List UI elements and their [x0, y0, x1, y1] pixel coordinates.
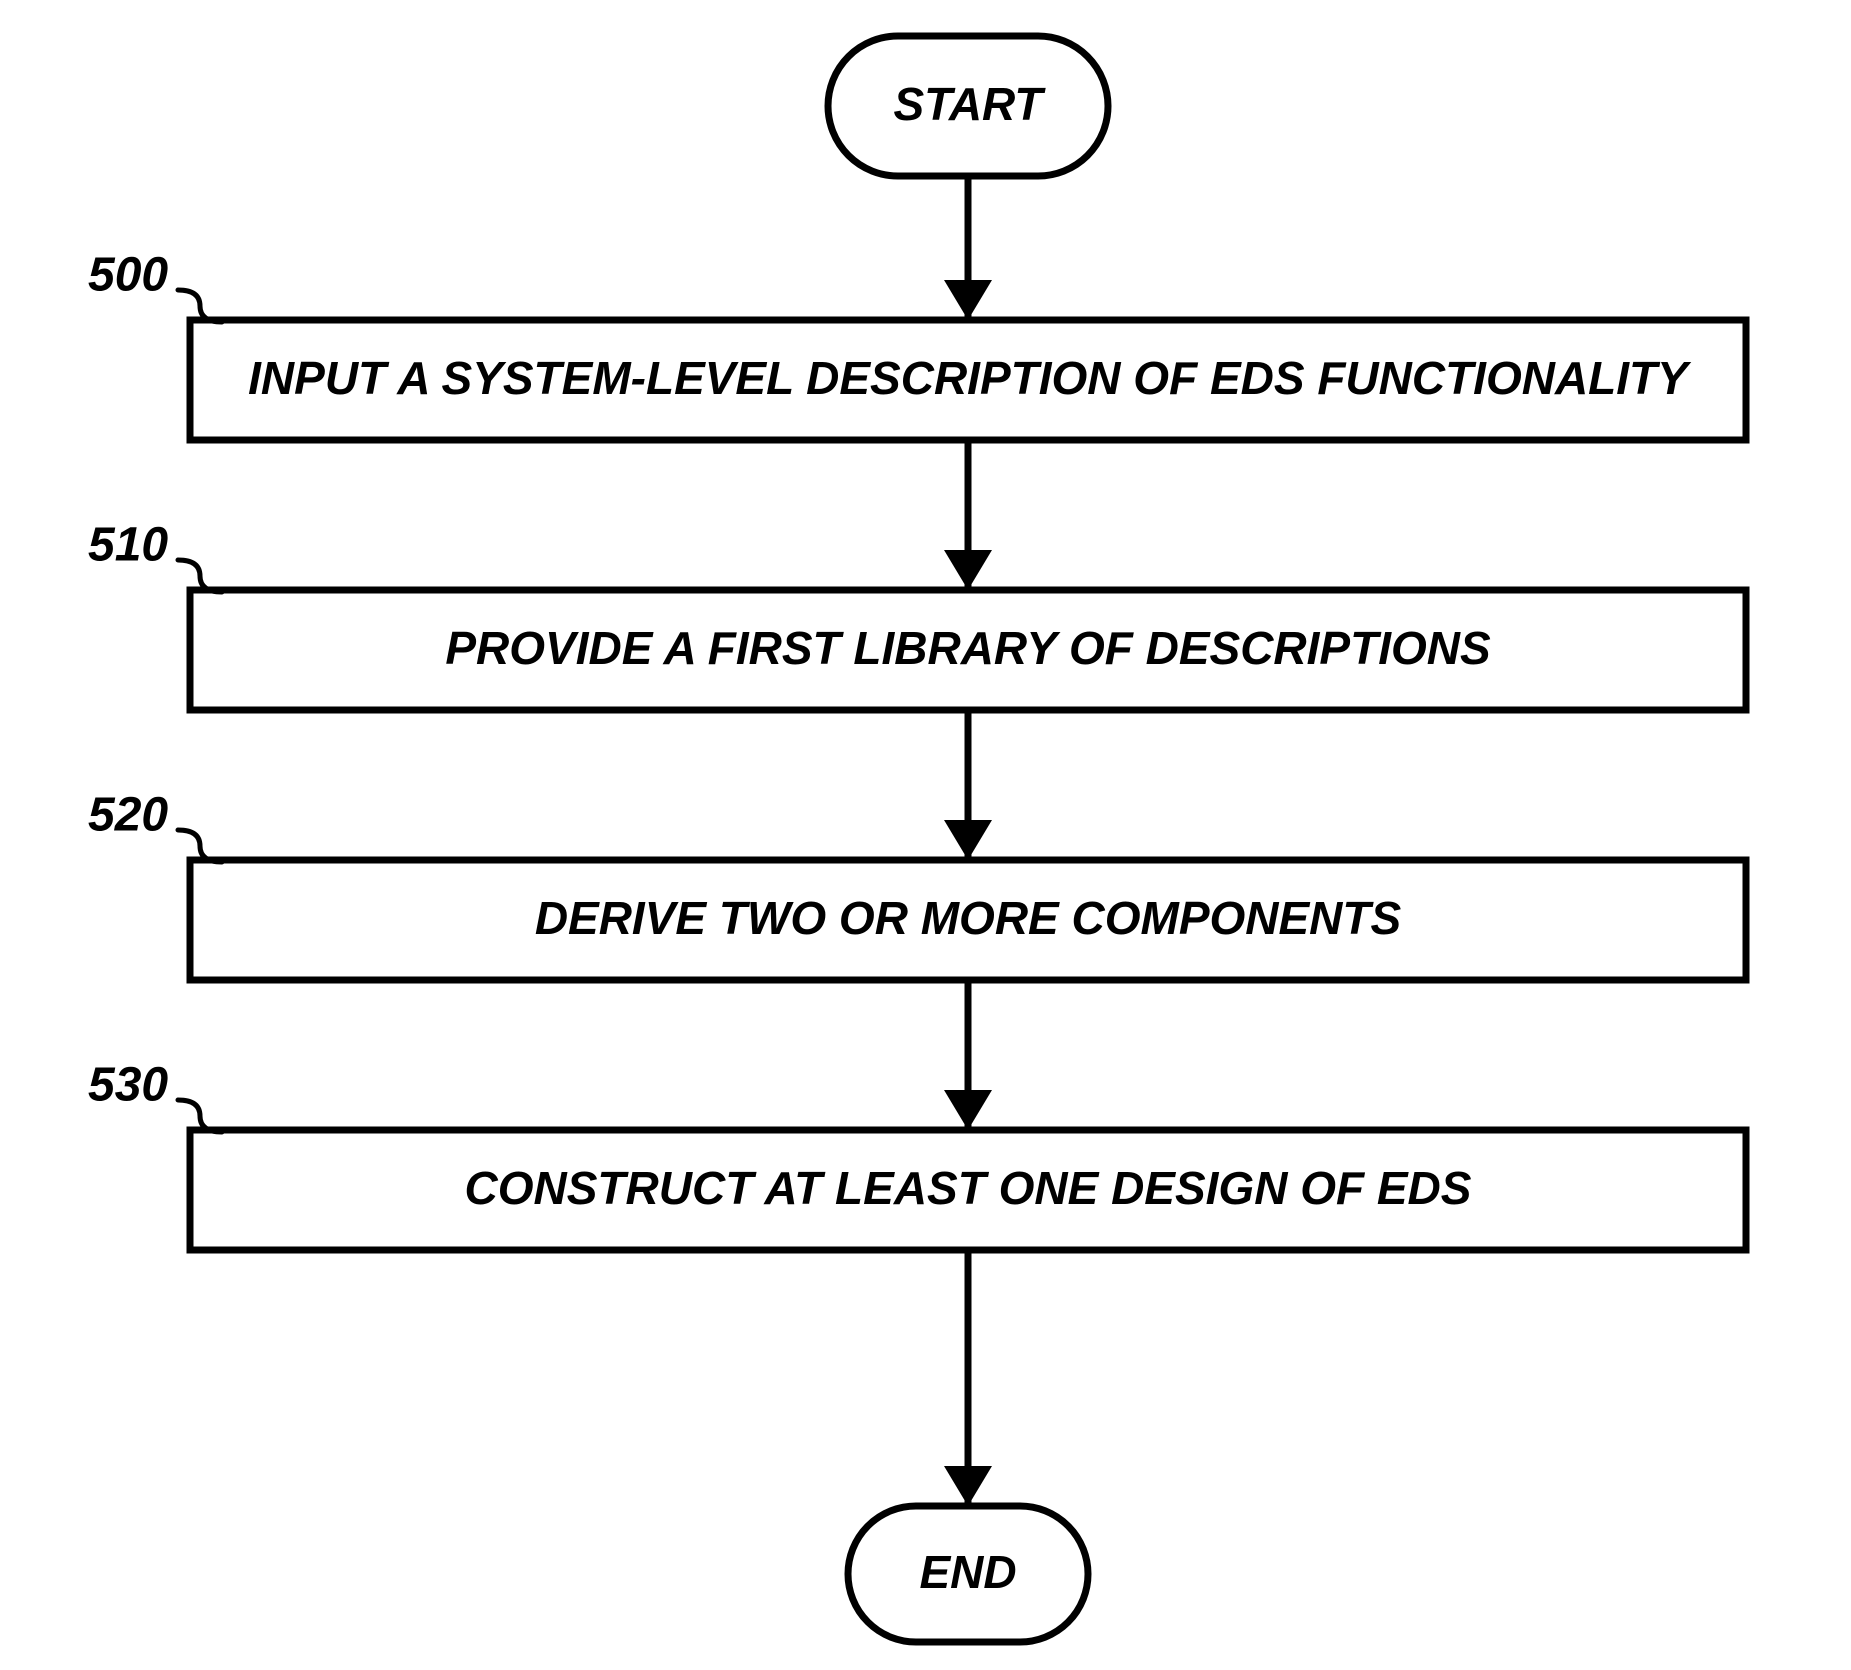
end-terminal-label: END [919, 1546, 1016, 1598]
process-step-510-label: PROVIDE A FIRST LIBRARY OF DESCRIPTIONS [445, 622, 1491, 674]
process-step-520: DERIVE TWO OR MORE COMPONENTS [190, 860, 1746, 980]
ref-number-510: 510 [88, 519, 168, 572]
start-terminal: START [828, 36, 1108, 176]
process-step-520-label: DERIVE TWO OR MORE COMPONENTS [535, 892, 1402, 944]
ref-number-530: 530 [88, 1059, 168, 1112]
process-step-500-label: INPUT A SYSTEM-LEVEL DESCRIPTION OF EDS … [248, 352, 1692, 404]
ref-number-520: 520 [88, 789, 168, 842]
process-step-530-label: CONSTRUCT AT LEAST ONE DESIGN OF EDS [465, 1162, 1472, 1214]
start-terminal-label: START [893, 78, 1046, 130]
ref-number-500: 500 [88, 249, 168, 302]
process-step-500: INPUT A SYSTEM-LEVEL DESCRIPTION OF EDS … [190, 320, 1746, 440]
process-step-510: PROVIDE A FIRST LIBRARY OF DESCRIPTIONS [190, 590, 1746, 710]
end-terminal: END [848, 1506, 1088, 1642]
process-step-530: CONSTRUCT AT LEAST ONE DESIGN OF EDS [190, 1130, 1746, 1250]
flowchart-canvas: START END INPUT A SYSTEM-LEVEL DESCRIPTION… [0, 0, 1851, 1670]
